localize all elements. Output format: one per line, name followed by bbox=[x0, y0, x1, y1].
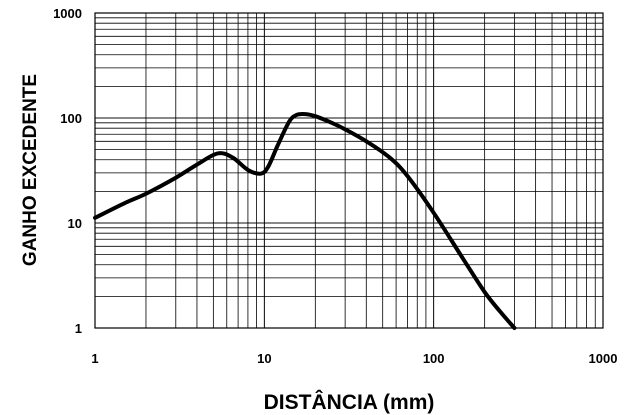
x-axis-title: DISTÂNCIA (mm) bbox=[264, 390, 435, 414]
y-axis-title: GANHO EXCEDENTE bbox=[20, 74, 41, 266]
series-layer bbox=[93, 111, 517, 330]
x-tick-label: 100 bbox=[423, 351, 445, 366]
x-tick-label: 1 bbox=[91, 351, 98, 366]
x-tick-label: 10 bbox=[257, 351, 271, 366]
y-tick-label: 100 bbox=[60, 111, 82, 126]
y-tick-labels: 1 10 100 1000 bbox=[53, 6, 82, 336]
y-tick-label: 10 bbox=[68, 216, 82, 231]
x-tick-label: 1000 bbox=[589, 351, 618, 366]
x-tick-labels: 1 10 100 1000 bbox=[91, 351, 617, 366]
grid-lines bbox=[94, 12, 604, 329]
y-tick-label: 1 bbox=[75, 321, 82, 336]
plot-area-frame bbox=[94, 12, 604, 329]
y-tick-label: 1000 bbox=[53, 6, 82, 21]
series-line bbox=[93, 111, 517, 330]
